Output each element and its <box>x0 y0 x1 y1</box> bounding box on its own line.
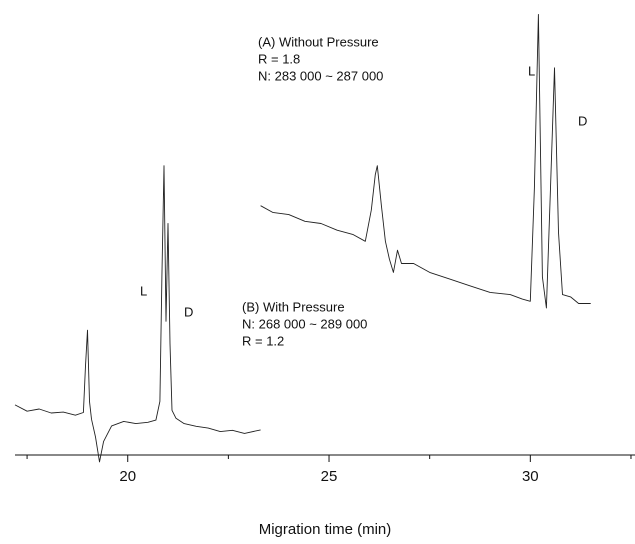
annotation: R = 1.2 <box>242 333 284 348</box>
peak-label: L <box>528 63 535 78</box>
x-axis-label: Migration time (min) <box>259 521 392 538</box>
annotation: (B) With Pressure <box>242 299 345 314</box>
x-tick-label: 30 <box>522 468 539 485</box>
peak-label: D <box>184 304 193 319</box>
annotation: N: 268 000 ~ 289 000 <box>242 316 367 331</box>
peak-label: L <box>140 283 147 298</box>
x-tick-label: 20 <box>119 468 136 485</box>
annotation: R = 1.8 <box>258 51 300 66</box>
annotation: (A) Without Pressure <box>258 34 379 49</box>
annotation: N: 283 000 ~ 287 000 <box>258 68 383 83</box>
trace <box>260 13 591 309</box>
trace <box>14 165 261 463</box>
x-tick-label: 25 <box>321 468 338 485</box>
peak-label: D <box>578 113 587 128</box>
